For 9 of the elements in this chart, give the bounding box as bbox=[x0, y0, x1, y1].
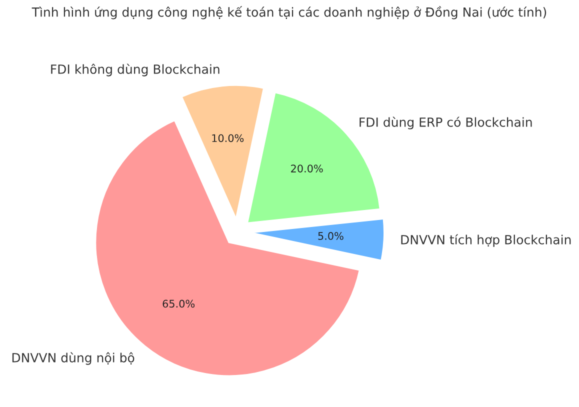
slice-label: DNVVN tích hợp Blockchain bbox=[401, 234, 571, 247]
data-label: 20.0% bbox=[291, 164, 323, 172]
chart-title: Tình hình ứng dụng công nghệ kế toán tại các doanh nghiệp ở Đồng Nai (ước tính) bbox=[32, 6, 546, 20]
data-label: 65.0% bbox=[162, 300, 195, 308]
data-label: 10.0% bbox=[212, 134, 244, 142]
slice-label: FDI dùng ERP có Blockchain bbox=[360, 116, 532, 130]
slice-label: DNVVN dùng nội bộ bbox=[12, 352, 134, 365]
slice-label: FDI không dùng Blockchain bbox=[51, 64, 220, 76]
data-label: 5.0% bbox=[318, 232, 344, 240]
